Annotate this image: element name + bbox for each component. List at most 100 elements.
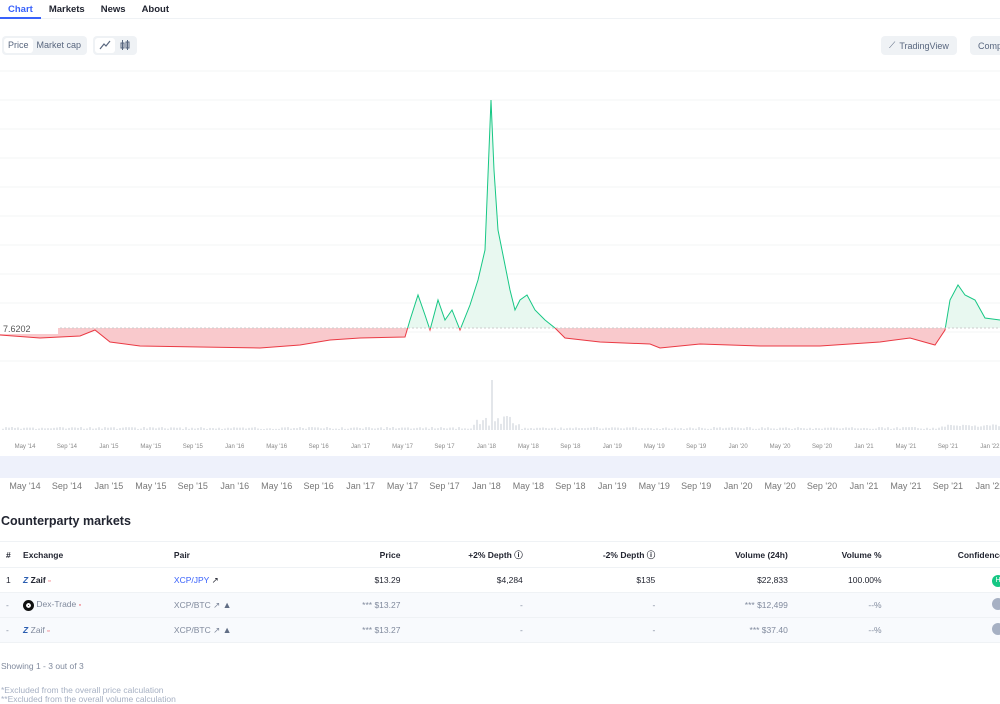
external-link-icon[interactable]: ↗ [212,575,219,585]
volume-bar [428,429,430,430]
volume-bar [698,427,700,430]
navigator-tick-label: May '19 [639,481,670,491]
candlestick-icon[interactable] [115,38,135,53]
volume-bar [929,429,931,430]
volume-bar [401,428,403,430]
pair-link[interactable]: XCP/BTC [174,625,211,635]
tab-chart[interactable]: Chart [0,0,41,19]
volume-bar [815,428,817,430]
confidence-badge[interactable] [992,623,1000,635]
navigator-tick-label: Sep '16 [304,481,334,491]
exchange-name[interactable]: Zaif [31,575,46,585]
price-button[interactable]: Price [4,38,33,53]
exchange-flag-icon: ▫ [47,628,49,635]
volume-bar [59,427,61,430]
tradingview-button[interactable]: ⟋ TradingView [881,36,957,55]
volume-bar [38,428,40,430]
volume-bar [422,428,424,430]
volume-bar [536,428,538,430]
col-price[interactable]: Price [280,542,406,568]
line-chart-icon[interactable] [95,38,115,53]
depth-plus: - [406,593,528,618]
tab-markets[interactable]: Markets [41,0,93,19]
col-depth-plus[interactable]: +2% Depth [468,550,512,560]
volume-bar [254,427,256,430]
volume-bar [164,428,166,430]
col-depth-minus[interactable]: -2% Depth [603,550,645,560]
exchange-name[interactable]: Zaif [31,625,45,635]
confidence-badge[interactable]: H [992,575,1000,587]
price-chart[interactable]: 7.6202 May '14 May '14 Sep '14 Sep '14 Jan '… [0,70,1000,500]
confidence-badge[interactable] [992,598,1000,610]
volume-bar [884,428,886,430]
volume-bar [29,428,31,430]
volume-bar [806,429,808,430]
volume-bar [791,429,793,430]
col-volume-pct[interactable]: Volume % [794,542,888,568]
volume-bar [725,428,727,430]
volume-bar [737,428,739,430]
volume-bar [77,428,79,430]
volume-bar [836,428,838,430]
table-row: - Dex-Trade ▫ XCP/BTC ↗ ▲ *** $13.27 - -… [0,593,1000,618]
volume-bar [194,429,196,430]
pair-link[interactable]: XCP/JPY [174,575,209,585]
external-link-icon[interactable]: ↗ [213,600,220,610]
volume-bar [101,429,103,430]
external-link-icon[interactable]: ↗ [213,625,220,635]
volume-bar [446,428,448,430]
price: *** $13.27 [280,618,406,643]
volume-bar [20,429,22,430]
volume-bar [374,429,376,430]
volume-bar [368,427,370,430]
volume-bar [338,429,340,430]
volume-bar [722,428,724,430]
col-volume[interactable]: Volume (24h) [661,542,794,568]
volume-bar [407,427,409,430]
volume-bar [788,428,790,430]
volume-bar [821,429,823,430]
volume-bar [842,428,844,430]
pair-link[interactable]: XCP/BTC [174,600,211,610]
table-row: - Z Zaif ▫ XCP/BTC ↗ ▲ *** $13.27 - - **… [0,618,1000,643]
volume-bar [332,429,334,430]
exchange-name[interactable]: Dex-Trade [36,599,76,609]
range-navigator[interactable] [0,456,1000,478]
volume-bar [353,428,355,430]
col-exchange[interactable]: Exchange [17,542,168,568]
volume-bar [53,428,55,430]
volume-bar [659,429,661,430]
volume-bar [89,427,91,430]
navigator-tick-label: May '20 [764,481,795,491]
volume-bar [692,428,694,430]
volume-bar [644,428,646,430]
tab-about[interactable]: About [134,0,177,19]
market-cap-button[interactable]: Market cap [33,38,86,53]
x-tick-label: May '15 [140,444,161,450]
navigator-tick-label: Sep '21 [933,481,963,491]
volume-bar [515,425,517,430]
volume-bar [923,429,925,430]
volume-pct: 100.00% [794,568,888,593]
volume-bar [464,428,466,430]
volume-bar [539,428,541,430]
volume-bar [512,423,514,430]
volume-bar [758,429,760,430]
info-icon[interactable]: ⓘ [514,550,523,560]
volume-bar [500,424,502,430]
volume-bar [938,428,940,430]
warning-icon[interactable]: ▲ [223,600,232,610]
x-tick-label: May '21 [896,444,917,450]
volume-bar [314,427,316,430]
volume-bar [470,428,472,430]
info-icon[interactable]: ⓘ [647,550,656,560]
tab-news[interactable]: News [93,0,134,19]
warning-icon[interactable]: ▲ [223,625,232,635]
compare-button[interactable]: Comp [970,36,1000,55]
volume-bar [890,429,892,430]
volume-bar [704,428,706,430]
volume-bar [335,429,337,430]
volume-bar [404,428,406,430]
volume-bar [635,427,637,430]
col-confidence[interactable]: Confidence [888,542,1000,568]
